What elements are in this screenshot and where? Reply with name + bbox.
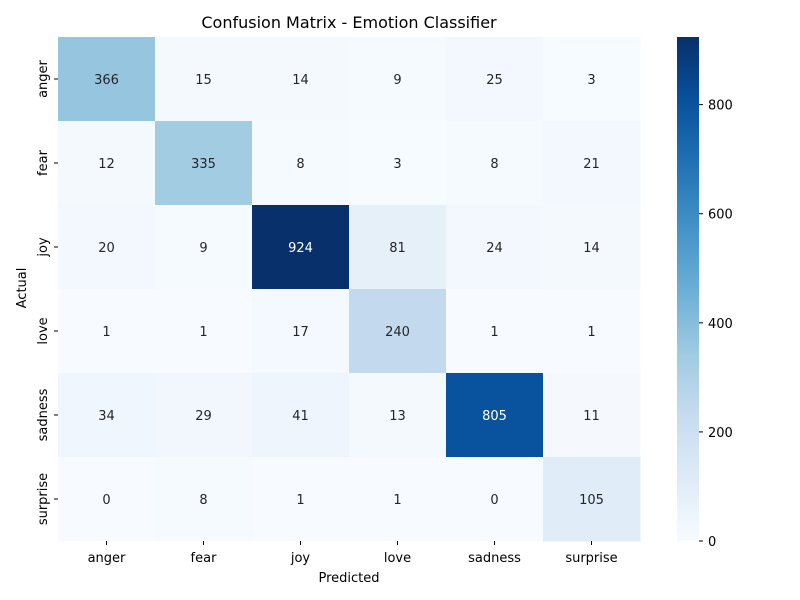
heatmap-cell: [58, 37, 156, 122]
heatmap-cell: [58, 289, 156, 374]
x-tick-label: surprise: [565, 551, 617, 566]
y-tick-labels: anger fear joy love sadness surprise: [36, 59, 58, 525]
cell-value-label: 12: [98, 157, 115, 172]
y-tick-label: fear: [36, 149, 51, 176]
heatmap-cell: [349, 205, 447, 290]
heatmap-cell: [446, 289, 544, 374]
cell-value-label: 14: [292, 73, 309, 88]
cell-value-label: 8: [296, 157, 304, 172]
heatmap-cell: [446, 457, 544, 542]
y-tick-label: joy: [36, 237, 51, 258]
heatmap-cell: [543, 373, 641, 458]
heatmap-cell: [155, 121, 253, 206]
heatmap-cell: [543, 37, 641, 122]
y-tick-label: surprise: [36, 473, 51, 525]
cell-value-label: 41: [292, 409, 309, 424]
x-tick-label: joy: [290, 551, 311, 566]
x-tick-labels: anger fear joy love sadness surprise: [88, 541, 618, 566]
colorbar-tick-label: 400: [708, 317, 733, 332]
heatmap-cell: [446, 37, 544, 122]
cell-value-label: 14: [583, 241, 600, 256]
colorbar-tick-label: 800: [708, 99, 733, 114]
heatmap-cell: [349, 457, 447, 542]
cell-value-label: 9: [393, 73, 401, 88]
cell-value-label: 1: [490, 325, 498, 340]
colorbar-tick-label: 200: [708, 426, 733, 441]
y-tick-label: love: [36, 317, 51, 344]
colorbar-tick-label: 600: [708, 208, 733, 223]
heatmap-cell: [543, 457, 641, 542]
heatmap-cell: [349, 289, 447, 374]
cell-value-label: 240: [385, 325, 410, 340]
heatmap-cell: [446, 373, 544, 458]
cell-value-label: 366: [94, 73, 119, 88]
cell-value-label: 1: [199, 325, 207, 340]
cell-value-label: 29: [195, 409, 212, 424]
heatmap-cell: [58, 121, 156, 206]
cell-value-label: 105: [579, 493, 604, 508]
heatmap-cell: [155, 373, 253, 458]
colorbar: [677, 37, 699, 541]
x-axis-label: Predicted: [318, 571, 379, 586]
heatmap-cell: [155, 205, 253, 290]
cell-value-label: 1: [587, 325, 595, 340]
x-tick-label: sadness: [468, 551, 521, 566]
cell-value-label: 21: [583, 157, 600, 172]
cell-value-label: 335: [191, 157, 216, 172]
cell-value-label: 24: [486, 241, 503, 256]
cell-value-label: 0: [102, 493, 110, 508]
cell-value-label: 81: [389, 241, 406, 256]
heatmap-cell: [252, 205, 350, 290]
heatmap-cell: [155, 289, 253, 374]
x-tick-label: anger: [88, 551, 126, 566]
cell-value-label: 9: [199, 241, 207, 256]
colorbar-ticks: 0 200 400 600 800: [699, 99, 733, 550]
cell-value-label: 1: [393, 493, 401, 508]
heatmap-cell: [349, 121, 447, 206]
x-tick-label: fear: [191, 551, 218, 566]
y-axis-label: Actual: [15, 268, 30, 309]
chart-title: Confusion Matrix - Emotion Classifier: [201, 13, 497, 32]
heatmap-cell: [543, 121, 641, 206]
heatmap-cell: [252, 37, 350, 122]
cell-value-label: 3: [587, 73, 595, 88]
heatmap-cell: [543, 205, 641, 290]
cell-value-label: 924: [288, 241, 313, 256]
y-tick-label: sadness: [36, 388, 51, 441]
heatmap-cell: [252, 373, 350, 458]
cell-value-label: 1: [102, 325, 110, 340]
y-tick-label: anger: [36, 59, 51, 97]
cell-value-label: 11: [583, 409, 600, 424]
cell-value-label: 20: [98, 241, 115, 256]
heatmap-cell: [349, 37, 447, 122]
heatmap-cell: [58, 373, 156, 458]
cell-value-label: 25: [486, 73, 503, 88]
heatmap-cell: [58, 205, 156, 290]
heatmap-cell: [252, 289, 350, 374]
heatmap-cell: [252, 457, 350, 542]
heatmap-cell: [155, 457, 253, 542]
cell-value-label: 8: [199, 493, 207, 508]
cell-value-label: 0: [490, 493, 498, 508]
colorbar-tick-label: 0: [708, 535, 716, 550]
heatmap-cell: [446, 121, 544, 206]
heatmap-cell: [349, 373, 447, 458]
cell-value-label: 34: [98, 409, 115, 424]
heatmap-cell: [58, 457, 156, 542]
cell-value-label: 13: [389, 409, 406, 424]
heatmap-cell: [155, 37, 253, 122]
heatmap-cell: [543, 289, 641, 374]
cell-value-label: 15: [195, 73, 212, 88]
cell-value-label: 805: [482, 409, 507, 424]
cell-value-label: 1: [296, 493, 304, 508]
x-tick-label: love: [384, 551, 411, 566]
cell-value-label: 17: [292, 325, 309, 340]
heatmap-cell: [252, 121, 350, 206]
heatmap-cell: [446, 205, 544, 290]
cell-value-label: 8: [490, 157, 498, 172]
cell-value-label: 3: [393, 157, 401, 172]
